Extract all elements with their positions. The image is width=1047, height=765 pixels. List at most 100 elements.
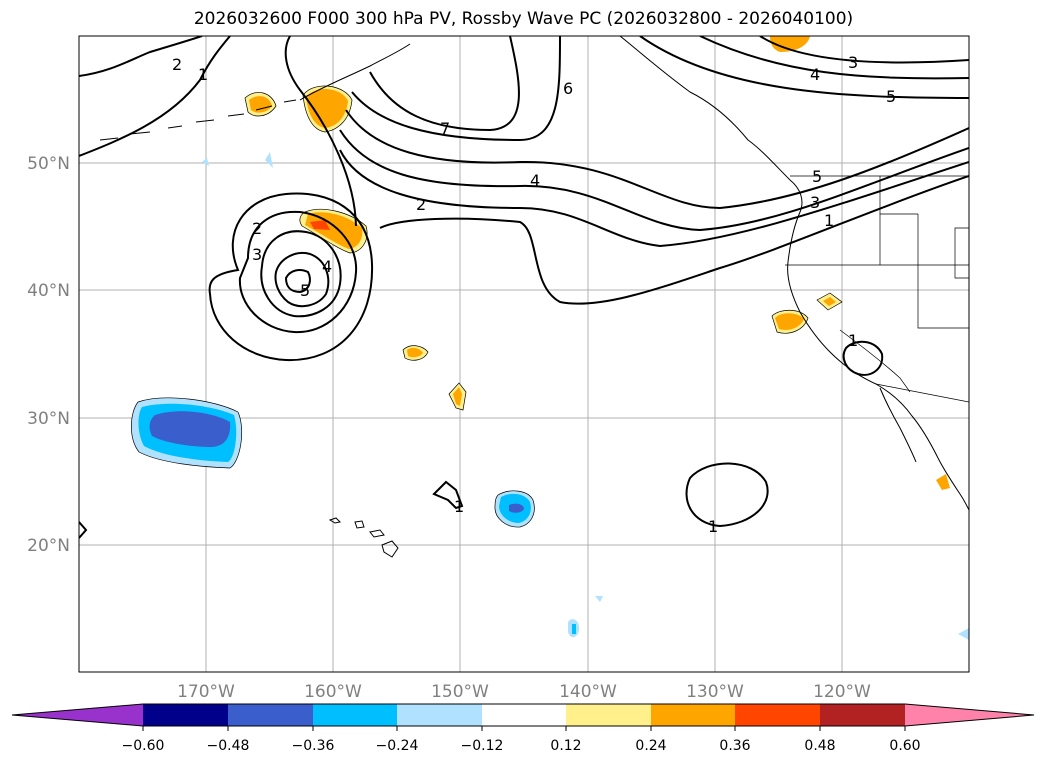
contour-label-7: 7 [440, 119, 450, 138]
longitude-labels: 170°W 160°W 150°W 140°W 130°W 120°W [177, 682, 871, 702]
contour-label-2-nw: 2 [172, 55, 182, 74]
border-ca-nv [839, 329, 911, 393]
contour-label-3-coast: 3 [810, 193, 820, 212]
coast-alaska-pen [299, 43, 411, 101]
pos-anomaly-dot-5 [936, 474, 950, 490]
contour-edge [79, 521, 88, 539]
contour-cutoff-2 [208, 192, 374, 362]
pos-anomaly-aleut2-mid [249, 96, 272, 113]
contour-cutoff-5b [284, 269, 311, 294]
contour-label-2-main: 2 [416, 195, 426, 214]
contour-label-4-ne: 4 [810, 65, 820, 84]
neg-anomaly-dot-5 [958, 628, 969, 640]
border-nv [917, 214, 969, 329]
colorbar-label-3: −0.24 [376, 738, 419, 754]
colorbar-label-6: 0.24 [635, 738, 666, 754]
lat-label-40n: 40°N [27, 281, 70, 301]
map-background [79, 36, 969, 672]
coast-hawaii [328, 517, 399, 558]
contour-7-main [369, 36, 520, 132]
contour-label-3-cutoff: 3 [252, 245, 262, 264]
figure-title: 2026032600 F000 300 hPa PV, Rossby Wave … [193, 9, 854, 29]
colorbar-label-7: 0.36 [719, 738, 750, 754]
contour-label-5-coast: 5 [812, 167, 822, 186]
contour-2-nw [79, 36, 231, 157]
contour-1-ca [842, 340, 884, 376]
colorbar-cell-0 [12, 704, 143, 726]
map-frame [78, 35, 970, 673]
lon-label-140w: 140°W [559, 682, 617, 702]
lat-label-30n: 30°N [27, 409, 70, 429]
contour-label-3-ne: 3 [848, 53, 858, 72]
contour-label-5-ne: 5 [886, 87, 896, 106]
colorbar: −0.60 −0.48 −0.36 −0.24 −0.12 0.12 0.24 … [11, 703, 1035, 754]
pos-anomaly-dot-3-core [775, 313, 804, 330]
anomaly-outlines [131, 85, 843, 528]
colorbar-label-2: −0.36 [292, 738, 335, 754]
lon-label-150w: 150°W [431, 682, 489, 702]
colorbar-label-1: −0.48 [207, 738, 250, 754]
pv-contours [79, 36, 969, 539]
coast-aleutians [99, 99, 297, 141]
pos-anomaly-dot-1-core [407, 347, 423, 358]
contour-label-1-coast: 1 [824, 211, 834, 230]
colorbar-cell-1 [143, 704, 228, 726]
lat-label-50n: 50°N [27, 154, 70, 174]
neg-anomaly-dot-2 [595, 596, 603, 602]
contour-2-main [379, 175, 969, 305]
contour-cutoff-3 [238, 210, 358, 334]
contour-label-5-cutoff: 5 [300, 281, 310, 300]
colorbar-cell-9 [820, 704, 905, 726]
colorbar-cell-10 [905, 704, 1034, 726]
colorbar-cell-5 [482, 704, 566, 726]
contour-label-1-nw: 1 [198, 65, 208, 84]
contour-5-ne [639, 36, 969, 99]
contour-label-4-main: 4 [530, 171, 540, 190]
lon-label-120w: 120°W [813, 682, 871, 702]
contour-label-1-ca: 1 [848, 331, 858, 350]
colorbar-labels: −0.60 −0.48 −0.36 −0.24 −0.12 0.12 0.24 … [122, 738, 921, 754]
contour-2-jet [284, 36, 357, 227]
contour-cutoff-5 [274, 252, 330, 308]
colorbar-cell-7 [651, 704, 735, 726]
coast-na [619, 36, 969, 511]
lon-label-170w: 170°W [177, 682, 235, 702]
contour-labels: 2 1 6 7 3 4 5 4 2 5 3 1 2 3 4 5 1 1 1 [172, 53, 896, 536]
neg-anomaly-core [149, 411, 231, 447]
contour-1-nw [79, 36, 203, 77]
border-idaho [954, 227, 969, 279]
colorbar-ticks [142, 726, 906, 731]
neg-anomaly-dot-4 [202, 158, 209, 166]
colorbar-cell-3 [313, 704, 397, 726]
map-area: 2 1 6 7 3 4 5 4 2 5 3 1 2 3 4 5 1 1 1 [79, 36, 969, 672]
contour-4-ne [699, 36, 969, 80]
contour-4-main [339, 129, 969, 232]
contour-3-main [339, 149, 969, 248]
coastlines [99, 36, 969, 558]
gridlines [79, 36, 969, 672]
contour-3-ne [759, 36, 969, 64]
colorbar-label-5: 0.12 [550, 738, 581, 754]
neg-anomaly-hawaii-core [509, 503, 524, 513]
contour-label-4-cutoff: 4 [322, 257, 332, 276]
contour-label-1-subtrop: 1 [708, 517, 718, 536]
contour-label-6: 6 [563, 79, 573, 98]
neg-anomaly-dot-3 [265, 152, 273, 168]
latitude-labels: 50°N 40°N 30°N 20°N [27, 154, 70, 556]
colorbar-label-8: 0.48 [804, 738, 835, 754]
contour-cutoff-4 [260, 230, 342, 318]
neg-anomaly-dot-1-core [572, 624, 576, 634]
contour-5-main [345, 109, 969, 210]
colorbar-label-9: 0.60 [889, 738, 920, 754]
contour-1-subtrop [685, 462, 769, 528]
pos-anomaly-aleut-mid [306, 89, 348, 128]
contour-1-small [432, 480, 464, 510]
colorbar-label-0: −0.60 [122, 738, 165, 754]
colorbar-cell-2 [228, 704, 313, 726]
contour-label-2-cutoff: 2 [252, 219, 262, 238]
pos-anomaly-dot-4-core [823, 297, 836, 306]
pos-anomaly-canada [770, 36, 810, 52]
pos-anomaly-ak-core [310, 220, 330, 230]
